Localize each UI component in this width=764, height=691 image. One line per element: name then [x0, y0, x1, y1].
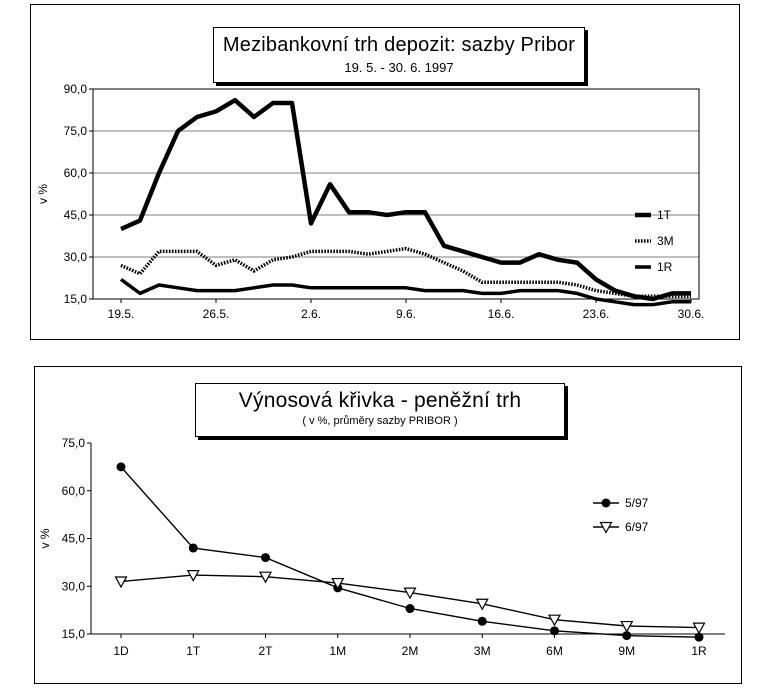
y-tick-label: 75,0	[62, 436, 86, 450]
data-point	[620, 620, 634, 633]
y-tick-label: 15,0	[64, 292, 88, 306]
legend-marker	[601, 498, 611, 508]
series-line-6-97	[120, 574, 700, 629]
data-point	[116, 462, 126, 472]
y-tick-label: 75,0	[64, 124, 88, 138]
data-point	[475, 598, 489, 611]
x-tick-label: 30.6.	[678, 307, 705, 321]
x-tick-label: 1D	[113, 644, 129, 658]
data-point	[261, 553, 270, 563]
chart-panel-pribor: 15,0 30,0 45,0 60,0 75,0 90,0 19.5. 26.5. 2.6. 9.…	[30, 4, 740, 340]
x-tick-label: 19.5.	[108, 307, 135, 321]
y-tick-label: 45,0	[62, 532, 86, 546]
legend-label: 1R	[657, 260, 673, 274]
legend-label: 1T	[657, 208, 672, 222]
series-line-3m	[120, 246, 691, 298]
pribor-line-chart: 15,0 30,0 45,0 60,0 75,0 90,0 19.5. 26.5. 2.6. 9.…	[36, 82, 705, 321]
x-tick-label: 1T	[186, 644, 201, 658]
x-tick-label: 2M	[402, 644, 419, 658]
legend-marker	[599, 521, 613, 534]
chart-panel-yield-curve: 15,0 30,0 45,0 60,0 75,0 1D 1T 2T 1M 2M 3M 6M 9M 1R v …	[34, 366, 742, 684]
x-tick-label: 1R	[691, 644, 707, 658]
data-point	[403, 587, 417, 600]
chart-title: Výnosová křivka - peněžní trh	[238, 389, 522, 412]
data-point	[331, 577, 345, 590]
chart-title: Mezibankovní trh depozit: sazby Pribor	[222, 34, 576, 56]
data-point	[477, 616, 487, 626]
chart-subtitle: ( v %, průměry sazby PRIBOR )	[302, 415, 458, 427]
y-tick-label: 45,0	[64, 208, 88, 222]
data-point	[405, 604, 415, 614]
x-tick-label: 2.6.	[301, 307, 321, 321]
x-tick-label: 3M	[474, 644, 491, 658]
x-tick-label: 26.5.	[203, 307, 230, 321]
data-point	[622, 631, 632, 641]
x-tick-label: 2T	[258, 644, 273, 658]
series-line-1r	[119, 277, 691, 307]
x-tick-label: 6M	[546, 644, 563, 658]
y-tick-label: 60,0	[64, 166, 88, 180]
yield-curve-chart: 15,0 30,0 45,0 60,0 75,0 1D 1T 2T 1M 2M 3M 6M 9M 1R v …	[38, 436, 725, 658]
data-point	[114, 576, 128, 589]
y-tick-label: 30,0	[64, 250, 88, 264]
x-tick-label: 16.6.	[488, 307, 515, 321]
y-axis-label: v %	[36, 184, 50, 204]
legend-label: 3M	[657, 234, 674, 248]
series-line-1t	[120, 97, 691, 302]
data-point	[258, 571, 273, 584]
plot-area	[92, 88, 700, 300]
chart-title-box: Mezibankovní trh depozit: sazby Pribor 1…	[213, 27, 585, 83]
x-tick-label: 9.6.	[396, 307, 416, 321]
x-tick-label: 1M	[329, 644, 346, 658]
chart-subtitle: 19. 5. - 30. 6. 1997	[344, 60, 454, 75]
data-point	[692, 622, 706, 635]
data-point	[694, 632, 704, 642]
legend-label: 6/97	[625, 520, 649, 534]
y-tick-label: 30,0	[62, 579, 86, 593]
x-tick-label: 23.6.	[583, 307, 610, 321]
chart-title-box: Výnosová křivka - peněžní trh ( v %, prů…	[195, 383, 565, 437]
legend-label: 5/97	[625, 496, 649, 510]
y-tick-label: 60,0	[62, 484, 86, 498]
data-point	[550, 626, 559, 636]
data-point	[547, 614, 562, 627]
x-tick-label: 9M	[618, 644, 635, 658]
data-point	[188, 543, 198, 553]
y-tick-label: 90,0	[64, 82, 88, 96]
y-tick-label: 15,0	[62, 627, 86, 641]
y-axis-label: v %	[38, 528, 52, 548]
data-point	[186, 570, 200, 582]
